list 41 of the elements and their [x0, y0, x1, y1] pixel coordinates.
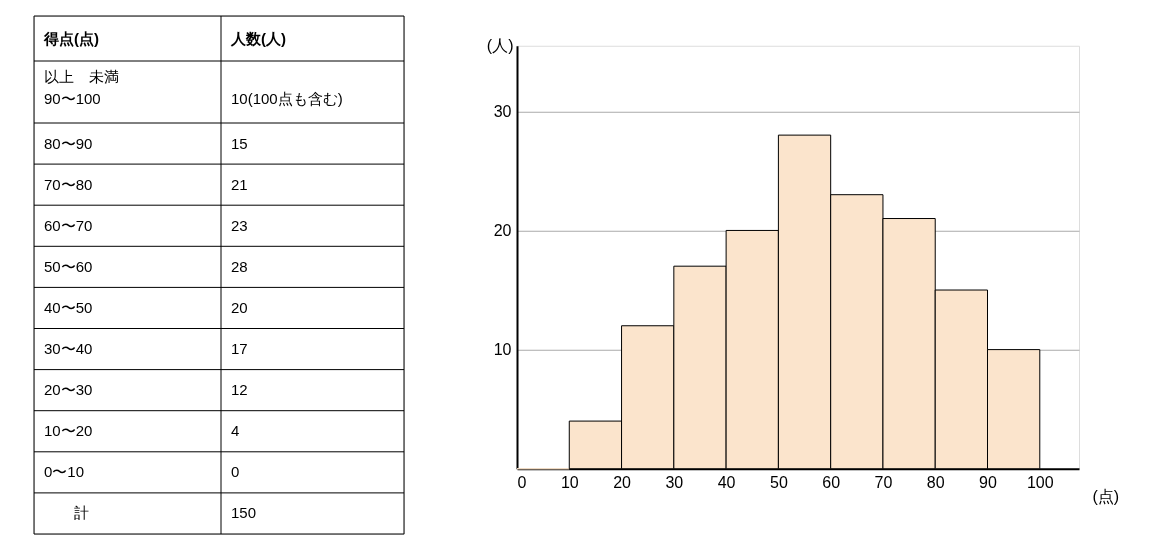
x-tick-label: 30 [665, 474, 684, 492]
y-tick-label: 30 [493, 102, 512, 120]
x-tick-label: 10 [560, 474, 579, 492]
text: 17 [231, 340, 248, 358]
y-tick-label: 20 [493, 221, 512, 239]
x-tick-label: 100 [1026, 474, 1054, 492]
text: 得点(点) [43, 29, 99, 47]
x-tick-label: 70 [874, 474, 893, 492]
text: 12 [231, 381, 248, 399]
x-tick-label: 50 [770, 474, 788, 492]
text: 以上 未満 [44, 68, 119, 85]
x-axis-title: (点) [1092, 488, 1120, 506]
y-axis-title: (人) [486, 37, 514, 55]
text: 0〜10 [44, 463, 85, 481]
text: 50〜60 [44, 257, 93, 275]
text: 80〜90 [44, 134, 93, 152]
x-tick-label: 90 [979, 474, 998, 492]
text: 20 [231, 298, 248, 316]
text: 70〜80 [44, 175, 93, 193]
x-tick-label: 40 [717, 474, 736, 492]
text: 計 [74, 504, 89, 522]
x-tick-label: 60 [822, 474, 841, 492]
x-tick-label: 80 [926, 474, 945, 492]
text: 人数(人) [230, 29, 286, 47]
text: 15 [231, 134, 248, 152]
text: 60〜70 [44, 216, 93, 234]
text: 20〜30 [44, 381, 93, 399]
x-tick-label: 20 [613, 474, 632, 492]
text: 10〜20 [44, 422, 93, 440]
x-tick-label: 0 [517, 474, 527, 492]
text: 10(100点も含む) [231, 90, 343, 107]
text: 150 [231, 504, 257, 522]
text: 40〜50 [44, 298, 93, 316]
text: 28 [231, 257, 248, 275]
text: 0 [231, 463, 240, 481]
text: 21 [231, 175, 248, 193]
text: 4 [231, 422, 240, 440]
text: 30〜40 [44, 340, 93, 358]
text: 23 [231, 216, 248, 234]
text: 90〜100 [44, 90, 101, 107]
y-tick-label: 10 [493, 341, 512, 359]
